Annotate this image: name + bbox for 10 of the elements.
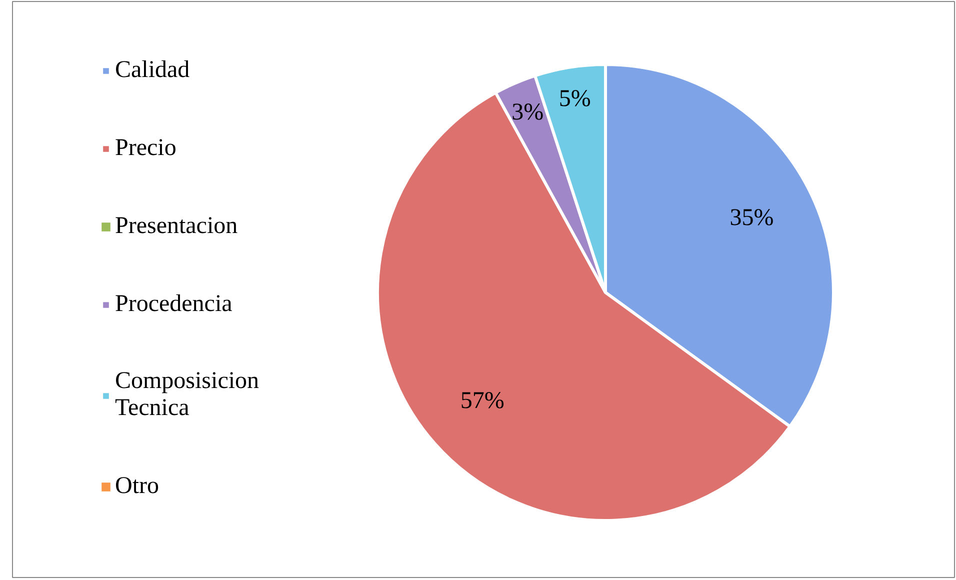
data-label: 5% bbox=[558, 86, 591, 112]
data-label: 57% bbox=[460, 388, 504, 414]
legend-label: Otro bbox=[115, 472, 159, 500]
legend-label: Composisicion Tecnica bbox=[115, 368, 260, 422]
legend-label: Procedencia bbox=[115, 290, 232, 318]
data-label: 3% bbox=[512, 100, 544, 126]
data-label: 35% bbox=[730, 204, 774, 231]
legend-label: Calidad bbox=[115, 56, 190, 84]
legend-label: Precio bbox=[115, 134, 176, 162]
legend-label: Presentacion bbox=[115, 212, 238, 240]
